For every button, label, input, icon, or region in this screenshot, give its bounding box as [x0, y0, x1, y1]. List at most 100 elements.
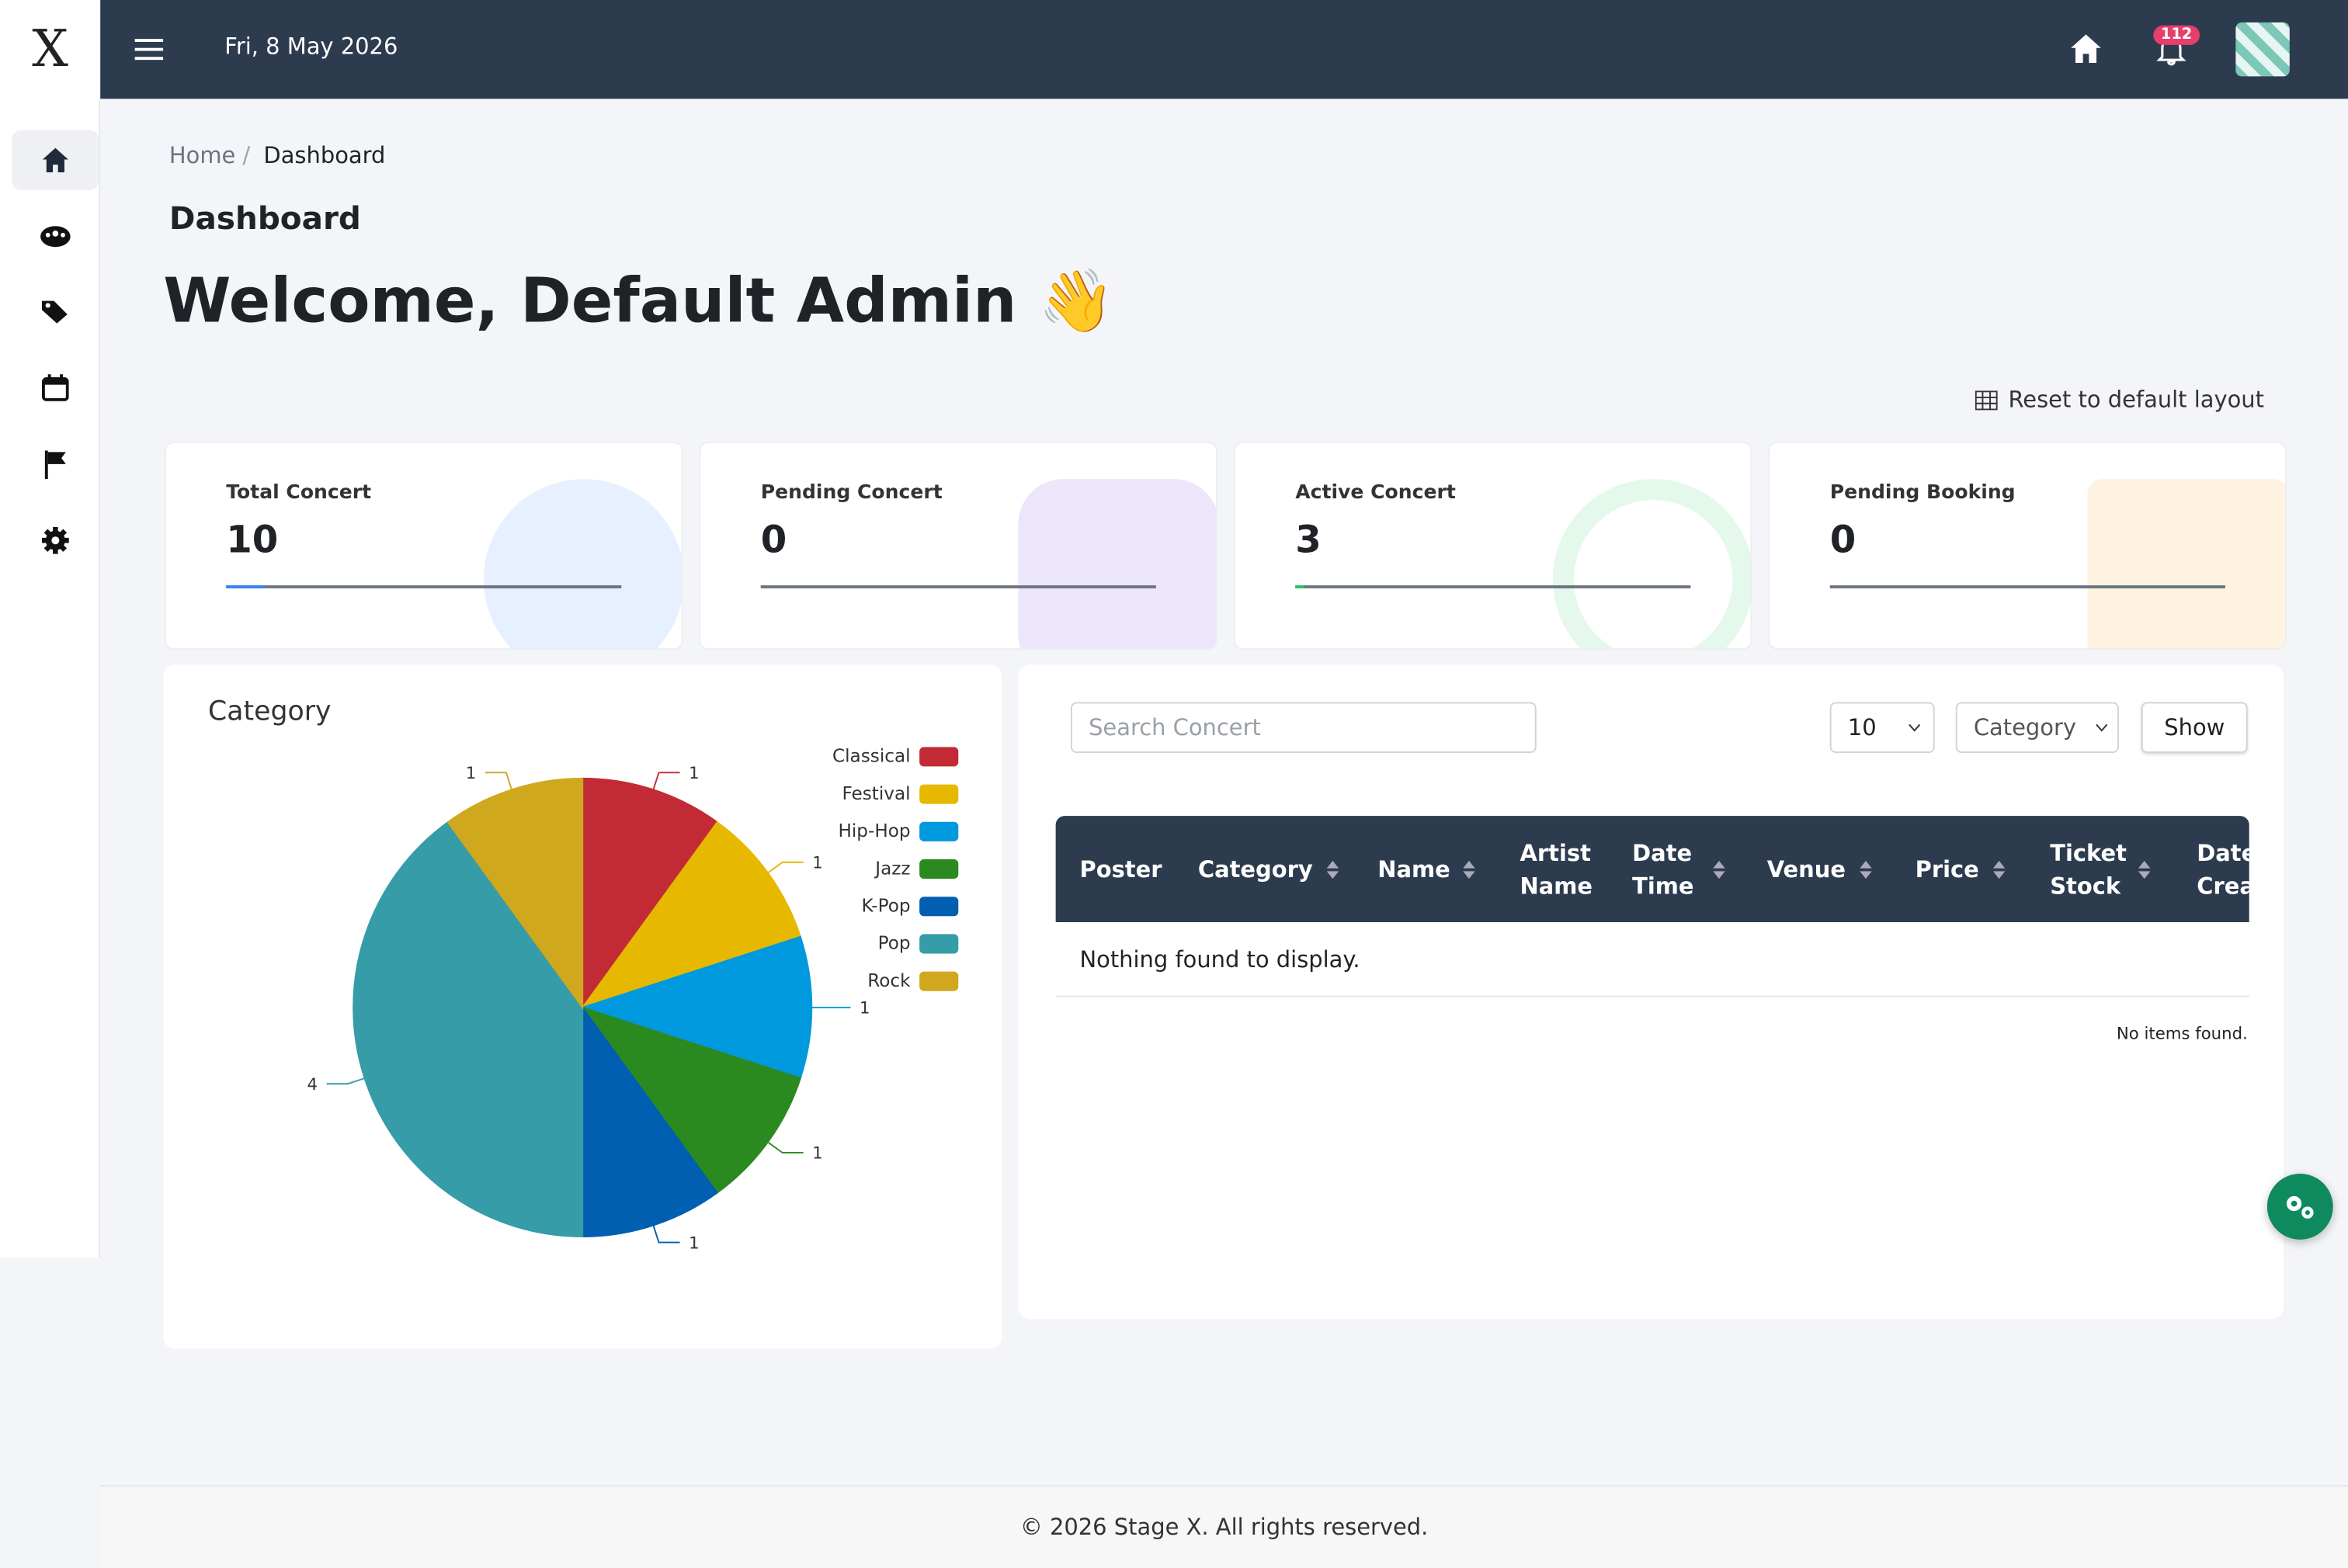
footer: © 2026 Stage X. All rights reserved.	[100, 1485, 2348, 1568]
column-label: Venue	[1766, 855, 1846, 883]
column-label: Date Created	[2197, 838, 2249, 900]
page-size-select[interactable]: 10	[1829, 702, 1935, 754]
stat-label: Total Concert	[226, 481, 372, 505]
home-button[interactable]	[2069, 33, 2102, 64]
footer-text: © 2026 Stage X. All rights reserved.	[1019, 1513, 1429, 1541]
table-header: Poster Category Name Artist Name Date Ti…	[1055, 816, 2249, 922]
top-bar	[100, 0, 2348, 99]
column-label: Name	[1377, 855, 1450, 883]
table-panel: Search Concert 10 Category Show Poster C…	[1018, 664, 2284, 1320]
column-header[interactable]: Price	[1916, 816, 2005, 922]
data-label: 1	[860, 999, 870, 1018]
stat-card: Total Concert 10	[165, 441, 683, 650]
category-select[interactable]: Category	[1955, 702, 2119, 754]
pie-slice	[580, 820, 802, 1009]
breadcrumb-home[interactable]: Home	[168, 142, 236, 169]
nav-settings[interactable]	[12, 511, 99, 571]
legend-label: Jazz	[874, 859, 910, 879]
column-label: Category	[1197, 855, 1313, 883]
nav-reports[interactable]	[12, 434, 99, 494]
legend-swatch	[919, 971, 959, 991]
show-button[interactable]: Show	[2141, 702, 2248, 754]
data-label: 1	[466, 764, 477, 783]
legend-swatch	[919, 897, 959, 917]
pie-chart: Category 1 1 1 1 1 4 1 Classical Festival Hip-Hop…	[208, 696, 959, 1253]
category-select-value: Category	[1973, 713, 2077, 741]
leader-line	[485, 772, 512, 790]
pie-slice	[580, 935, 813, 1080]
row-divider	[1055, 995, 2249, 997]
column-header[interactable]: Category	[1198, 816, 1339, 922]
data-label: 1	[812, 1144, 823, 1164]
pie-slice	[580, 1006, 802, 1194]
data-label: 1	[689, 1233, 700, 1253]
user-avatar[interactable]	[2235, 22, 2290, 77]
page-title: Dashboard	[168, 200, 361, 237]
legend-swatch	[919, 934, 959, 954]
leader-line	[767, 1141, 804, 1153]
breadcrumb-separator: /	[242, 142, 251, 169]
data-label: 1	[812, 854, 823, 873]
date: Fri, 8 May 2026	[224, 33, 398, 61]
stat-label: Pending Booking	[1829, 481, 2016, 505]
column-header[interactable]: Ticket Stock	[2050, 816, 2151, 922]
stat-card: Pending Booking 0	[1768, 441, 2287, 650]
sidebar	[0, 99, 101, 1258]
table-footer-note: No items found.	[2116, 1024, 2248, 1044]
legend-swatch	[919, 784, 959, 804]
column-label: Date Time	[1632, 838, 1694, 900]
legend-label: K-Pop	[862, 896, 911, 916]
column-header[interactable]: Artist Name	[1520, 816, 1594, 922]
column-label: Artist Name	[1520, 838, 1593, 900]
pie-slice	[582, 1004, 718, 1237]
column-header[interactable]: Date Time	[1632, 816, 1725, 922]
settings-fab[interactable]	[2266, 1173, 2333, 1240]
legend-label: Classical	[832, 747, 911, 767]
legend-label: Festival	[842, 784, 910, 804]
leader-line	[652, 772, 680, 790]
legend-label: Rock	[867, 971, 911, 991]
stat-label: Pending Concert	[760, 481, 943, 505]
empty-message: Nothing found to display.	[1079, 945, 1360, 973]
page-size-value: 10	[1847, 713, 1877, 741]
column-label: Ticket Stock	[2050, 838, 2127, 900]
stat-card: Pending Concert 0	[699, 441, 1217, 650]
stat-value: 0	[760, 518, 787, 562]
notification-count: 112	[2153, 25, 2200, 45]
leader-line	[767, 861, 804, 874]
leader-line	[652, 1225, 680, 1244]
legend-swatch	[919, 859, 959, 879]
nav-home[interactable]	[12, 130, 99, 190]
nav-concerts[interactable]	[12, 206, 99, 266]
stat-value: 10	[226, 518, 279, 562]
legend-swatch	[919, 821, 959, 841]
column-header[interactable]: Venue	[1767, 816, 1871, 922]
menu-toggle[interactable]	[134, 37, 164, 61]
chart-panel: Category 1 1 1 1 1 4 1 Classical Festival Hip-Hop…	[163, 664, 1002, 1349]
column-header[interactable]: Name	[1377, 816, 1476, 922]
nav-bookings[interactable]	[12, 358, 99, 418]
column-header[interactable]: Poster	[1079, 816, 1162, 922]
column-label: Poster	[1079, 855, 1162, 883]
data-label: 1	[689, 764, 700, 783]
search-input[interactable]: Search Concert	[1070, 702, 1537, 754]
data-label: 4	[307, 1075, 318, 1094]
column-label: Price	[1915, 855, 1979, 883]
legend-swatch	[919, 747, 959, 767]
stat-label: Active Concert	[1295, 481, 1456, 505]
pie-slice	[446, 777, 584, 1010]
pie-slice	[582, 777, 718, 1010]
legend-label: Pop	[878, 934, 911, 954]
legend-label: Hip-Hop	[839, 821, 911, 841]
nav-categories[interactable]	[12, 282, 99, 342]
stat-value: 0	[1829, 518, 1857, 562]
stat-value: 3	[1295, 518, 1322, 562]
logo[interactable]: X	[0, 0, 101, 99]
column-header[interactable]: Date Created	[2197, 816, 2249, 922]
chart-title: Category	[208, 696, 332, 727]
stat-card: Active Concert 3	[1234, 441, 1752, 650]
reset-layout-button[interactable]: Reset to default layout	[1975, 387, 2264, 413]
